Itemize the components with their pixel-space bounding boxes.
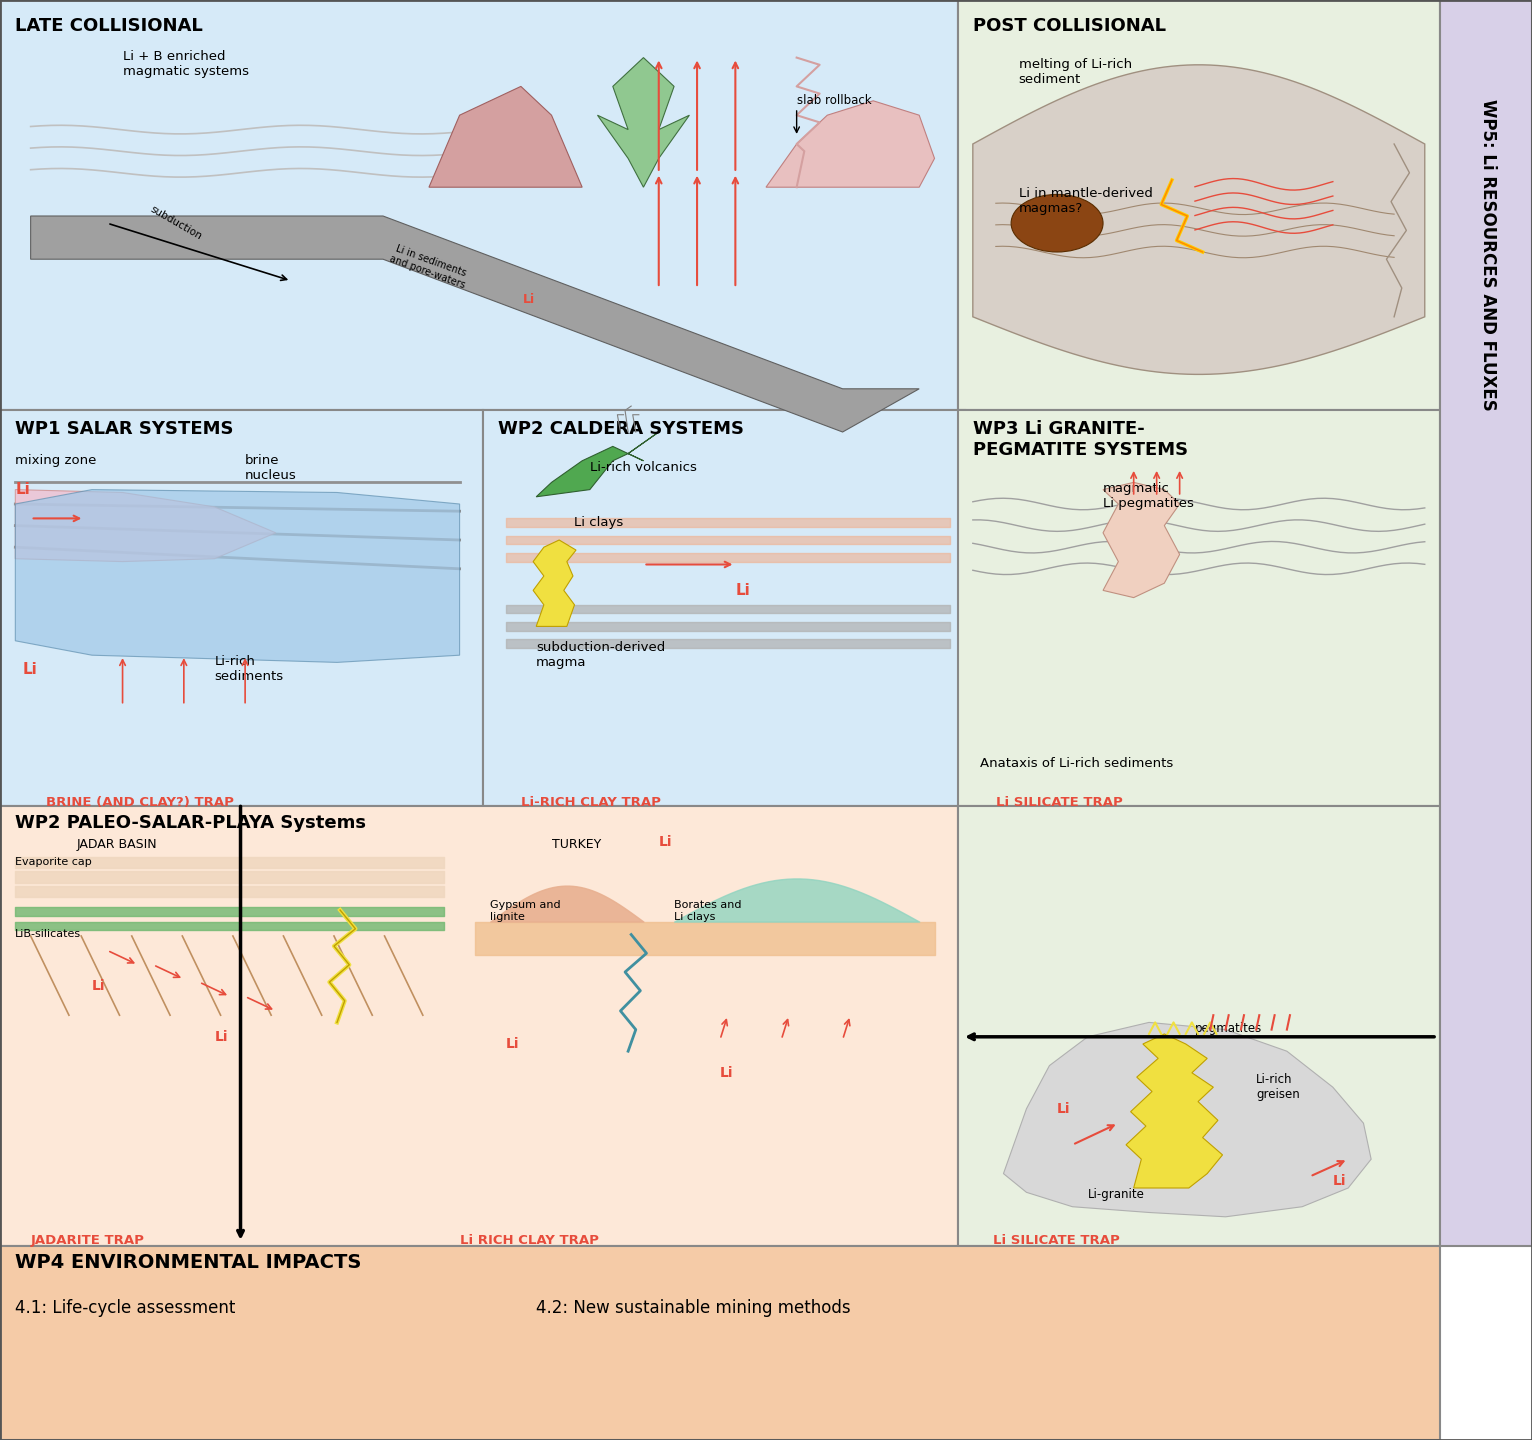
Polygon shape — [15, 490, 460, 662]
Text: 4.2: New sustainable mining methods: 4.2: New sustainable mining methods — [536, 1299, 850, 1316]
Text: WP2 PALEO-SALAR-PLAYA Systems: WP2 PALEO-SALAR-PLAYA Systems — [15, 814, 366, 832]
Text: brine
nucleus: brine nucleus — [245, 454, 297, 481]
Text: LiB-silicates: LiB-silicates — [15, 929, 81, 939]
Text: Li: Li — [720, 1066, 734, 1080]
Text: Li-rich volcanics: Li-rich volcanics — [590, 461, 697, 474]
Text: Li: Li — [506, 1037, 519, 1051]
FancyBboxPatch shape — [1440, 0, 1532, 1246]
Text: Li: Li — [522, 292, 535, 307]
Text: Evaporite cap: Evaporite cap — [15, 857, 92, 867]
Ellipse shape — [1011, 194, 1103, 252]
Text: Li in mantle-derived
magmas?: Li in mantle-derived magmas? — [1019, 187, 1152, 215]
Text: Anataxis of Li-rich sediments: Anataxis of Li-rich sediments — [980, 757, 1174, 770]
Text: BRINE (AND CLAY?) TRAP: BRINE (AND CLAY?) TRAP — [46, 796, 234, 809]
FancyBboxPatch shape — [483, 410, 965, 806]
Polygon shape — [766, 101, 935, 187]
Text: Li-rich
sediments: Li-rich sediments — [214, 655, 283, 683]
Text: mixing zone: mixing zone — [15, 454, 97, 467]
Text: Li: Li — [659, 835, 673, 850]
Text: Li clays: Li clays — [574, 516, 624, 528]
Text: TURKEY: TURKEY — [552, 838, 601, 851]
Text: Li RICH CLAY TRAP: Li RICH CLAY TRAP — [460, 1234, 599, 1247]
Text: melting of Li-rich
sediment: melting of Li-rich sediment — [1019, 58, 1132, 85]
Text: Li: Li — [92, 979, 106, 994]
Text: Li: Li — [15, 482, 31, 497]
Text: Li SILICATE TRAP: Li SILICATE TRAP — [996, 796, 1123, 809]
Text: subduction: subduction — [149, 204, 204, 242]
Polygon shape — [533, 540, 576, 626]
Text: JADAR BASIN: JADAR BASIN — [77, 838, 158, 851]
FancyBboxPatch shape — [0, 410, 483, 806]
FancyBboxPatch shape — [958, 0, 1440, 410]
Text: Borates and
Li clays: Borates and Li clays — [674, 900, 741, 922]
Polygon shape — [973, 65, 1425, 374]
FancyBboxPatch shape — [958, 806, 1440, 1246]
Polygon shape — [31, 216, 919, 432]
Text: JADARITE TRAP: JADARITE TRAP — [31, 1234, 144, 1247]
FancyBboxPatch shape — [958, 410, 1440, 806]
Text: Li-granite: Li-granite — [1088, 1188, 1144, 1201]
Text: Li-RICH CLAY TRAP: Li-RICH CLAY TRAP — [521, 796, 660, 809]
Text: Gypsum and
lignite: Gypsum and lignite — [490, 900, 561, 922]
Text: Li-rich
greisen: Li-rich greisen — [1256, 1073, 1301, 1100]
Text: Li: Li — [23, 662, 38, 677]
Text: magmatic
Li pegmatites: magmatic Li pegmatites — [1103, 482, 1193, 510]
Text: Li: Li — [214, 1030, 228, 1044]
Polygon shape — [1126, 1034, 1223, 1188]
Polygon shape — [429, 86, 582, 187]
Text: Li: Li — [735, 583, 751, 598]
Text: slab rollback: slab rollback — [797, 94, 872, 108]
Text: WP4 ENVIRONMENTAL IMPACTS: WP4 ENVIRONMENTAL IMPACTS — [15, 1253, 362, 1272]
Text: Li: Li — [1057, 1102, 1071, 1116]
Polygon shape — [536, 432, 659, 497]
Text: Li SILICATE TRAP: Li SILICATE TRAP — [993, 1234, 1120, 1247]
Text: WP1 SALAR SYSTEMS: WP1 SALAR SYSTEMS — [15, 420, 234, 439]
Text: subduction-derived
magma: subduction-derived magma — [536, 641, 665, 668]
FancyBboxPatch shape — [0, 806, 958, 1246]
Text: Li + B enriched
magmatic systems: Li + B enriched magmatic systems — [123, 50, 248, 78]
Polygon shape — [15, 490, 276, 562]
Text: POST COLLISIONAL: POST COLLISIONAL — [973, 17, 1166, 36]
Polygon shape — [1003, 1022, 1371, 1217]
Text: WP2 CALDERA SYSTEMS: WP2 CALDERA SYSTEMS — [498, 420, 745, 439]
FancyBboxPatch shape — [0, 0, 958, 410]
FancyBboxPatch shape — [0, 1246, 1440, 1440]
Text: 4.1: Life-cycle assessment: 4.1: Life-cycle assessment — [15, 1299, 236, 1316]
Polygon shape — [597, 58, 689, 187]
Text: Li in sediments
and pore-waters: Li in sediments and pore-waters — [388, 242, 470, 291]
Text: pegmatites: pegmatites — [1195, 1022, 1262, 1035]
Text: LATE COLLISIONAL: LATE COLLISIONAL — [15, 17, 204, 36]
Text: Li: Li — [1333, 1174, 1347, 1188]
Text: WP3 Li GRANITE-
PEGMATITE SYSTEMS: WP3 Li GRANITE- PEGMATITE SYSTEMS — [973, 420, 1187, 459]
Text: WP5: Li RESOURCES AND FLUXES: WP5: Li RESOURCES AND FLUXES — [1478, 99, 1497, 410]
Polygon shape — [1103, 482, 1180, 598]
